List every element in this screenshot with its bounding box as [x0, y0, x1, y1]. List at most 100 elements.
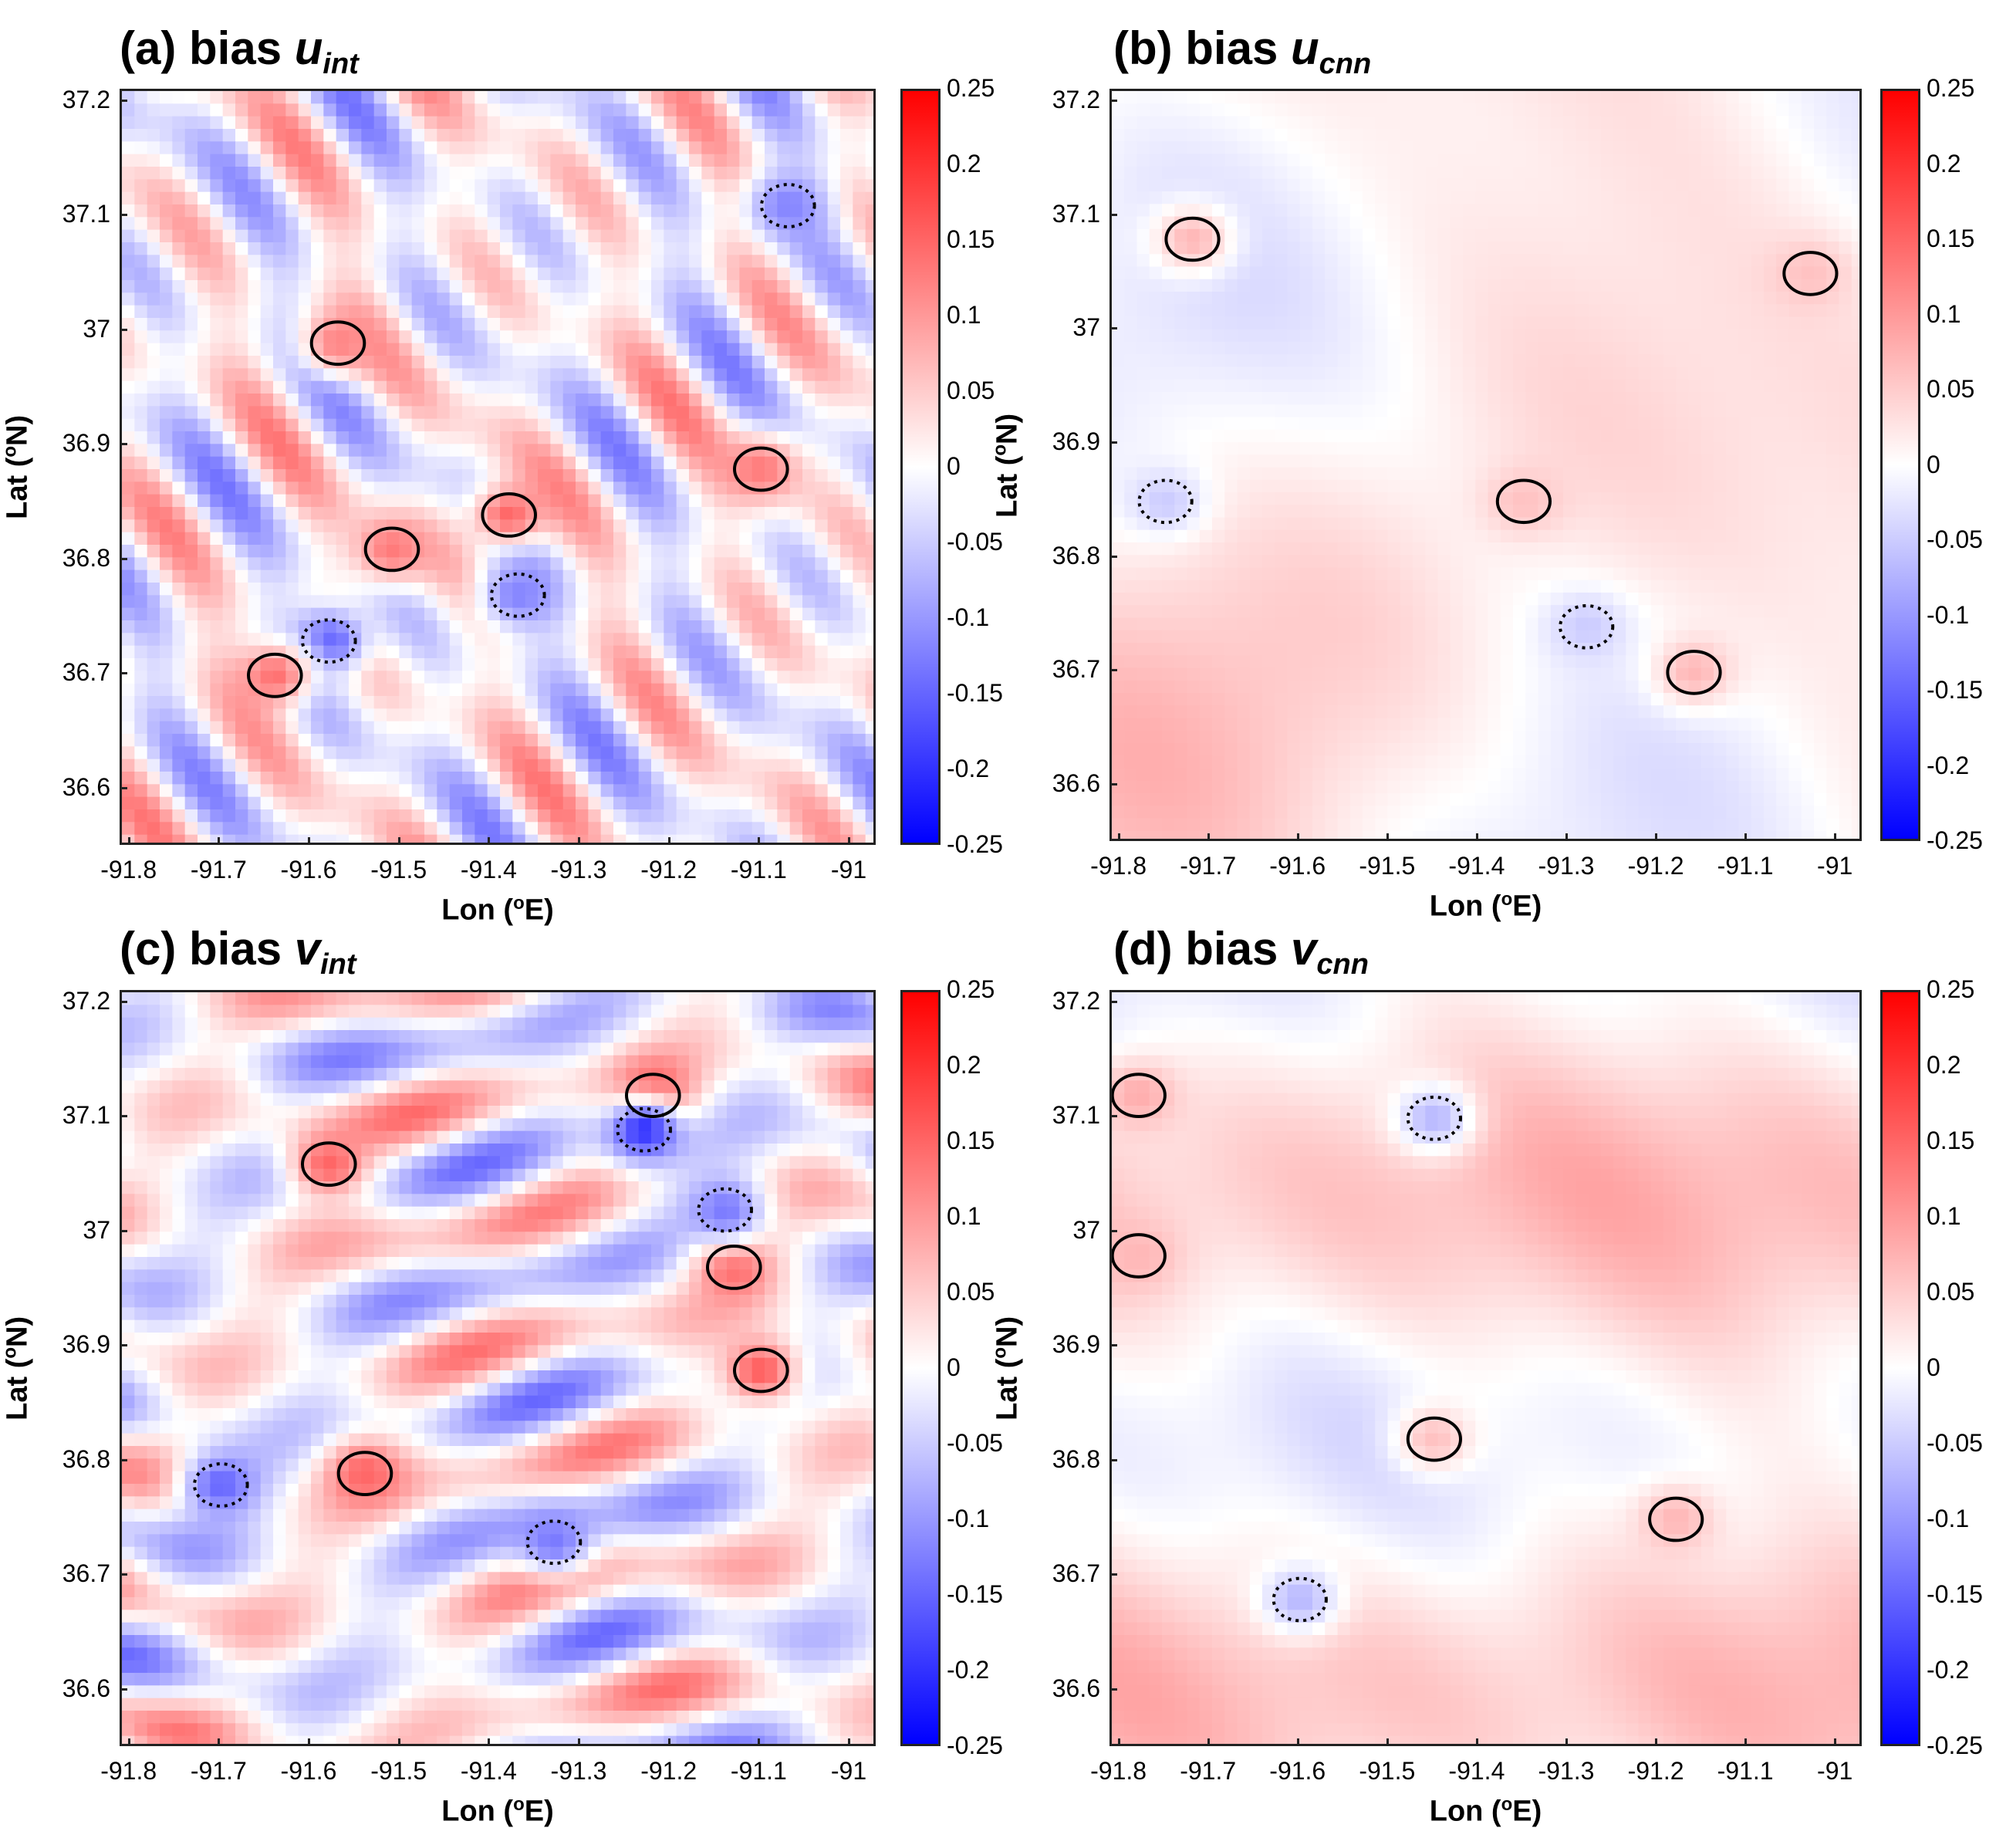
heatmap-cell — [865, 645, 873, 659]
heatmap-cell — [538, 356, 551, 369]
heatmap-cell — [815, 91, 829, 104]
heatmap-cell — [210, 191, 224, 205]
heatmap-cell — [1600, 204, 1614, 218]
heatmap-cell — [235, 734, 248, 747]
heatmap-cell — [1299, 316, 1313, 330]
heatmap-cell — [487, 734, 501, 747]
heatmap-cell — [550, 633, 564, 647]
heatmap-cell — [853, 394, 866, 407]
x-tick-label: -91.5 — [370, 856, 427, 883]
y-tick-label: 37 — [83, 314, 110, 343]
heatmap-cell — [714, 507, 728, 520]
heatmap-cell — [273, 721, 286, 735]
heatmap-cell — [1600, 254, 1614, 268]
heatmap-cell — [815, 292, 829, 306]
heatmap-cell — [525, 583, 539, 596]
heatmap-cell — [789, 772, 803, 785]
heatmap-cell — [399, 292, 413, 306]
heatmap-cell — [840, 822, 853, 836]
heatmap-cell — [475, 343, 488, 356]
heatmap-cell — [1488, 154, 1501, 167]
heatmap-cell — [437, 583, 451, 596]
heatmap-cell — [285, 545, 299, 558]
heatmap-cell — [853, 557, 866, 571]
heatmap-cell — [562, 431, 576, 444]
heatmap-cell — [487, 204, 501, 218]
heatmap-cell — [562, 607, 576, 621]
heatmap-cell — [1525, 228, 1539, 242]
heatmap-cell — [361, 683, 375, 697]
heatmap-cell — [751, 444, 765, 458]
heatmap-cell — [411, 633, 425, 647]
heatmap-cell — [1851, 354, 1859, 368]
heatmap-cell — [1124, 191, 1138, 204]
heatmap-cell — [853, 481, 866, 495]
heatmap-cell — [865, 280, 873, 293]
heatmap-cell — [222, 696, 236, 709]
heatmap-cell — [789, 822, 803, 836]
heatmap-cell — [1237, 128, 1251, 142]
heatmap-cell — [789, 343, 803, 356]
heatmap-cell — [298, 494, 312, 508]
heatmap-cell — [689, 380, 702, 394]
heatmap-cell — [638, 784, 652, 798]
heatmap-cell — [1262, 191, 1275, 204]
heatmap-cell — [399, 394, 413, 407]
heatmap-cell — [1287, 316, 1301, 330]
heatmap-cell — [411, 456, 425, 470]
heatmap-cell — [638, 557, 652, 571]
heatmap-cell — [361, 280, 375, 293]
heatmap-cell — [525, 280, 539, 293]
heatmap-cell — [500, 721, 513, 735]
heatmap-cell — [727, 217, 740, 231]
heatmap-cell — [1650, 316, 1664, 330]
heatmap-cell — [638, 394, 652, 407]
heatmap-cell — [1136, 216, 1150, 230]
heatmap-cell — [853, 191, 866, 205]
heatmap-cell — [1525, 204, 1539, 218]
heatmap-cell — [865, 444, 873, 458]
heatmap-cell — [437, 343, 451, 356]
heatmap-cell — [600, 822, 614, 836]
heatmap-cell — [349, 267, 362, 281]
heatmap-cell — [1814, 254, 1827, 268]
heatmap-cell — [1563, 166, 1576, 180]
heatmap-cell — [411, 91, 425, 104]
heatmap-cell — [462, 796, 475, 810]
heatmap-cell — [122, 633, 135, 647]
heatmap-cell — [651, 204, 664, 218]
heatmap-cell — [626, 116, 640, 130]
heatmap-cell — [387, 620, 400, 633]
heatmap-cell — [1124, 329, 1138, 343]
heatmap-cell — [462, 217, 475, 231]
heatmap-cell — [260, 179, 274, 193]
heatmap-cell — [1663, 329, 1677, 343]
heatmap-cell — [550, 809, 564, 823]
heatmap-cell — [1851, 166, 1859, 180]
heatmap-cell — [1613, 266, 1626, 280]
heatmap-cell — [664, 721, 677, 735]
heatmap-cell — [777, 141, 791, 155]
heatmap-cell — [1275, 91, 1288, 104]
heatmap-cell — [184, 696, 198, 709]
heatmap-cell — [1839, 304, 1852, 318]
heatmap-cell — [701, 305, 715, 319]
heatmap-cell — [160, 179, 173, 193]
heatmap-cell — [210, 305, 224, 319]
heatmap-cell — [411, 116, 425, 130]
heatmap-cell — [1513, 178, 1526, 192]
heatmap-cell — [588, 444, 602, 458]
heatmap-cell — [1237, 292, 1251, 305]
heatmap-cell — [550, 368, 564, 382]
heatmap-cell — [449, 380, 463, 394]
heatmap-cell — [1613, 342, 1626, 355]
heatmap-cell — [160, 645, 173, 659]
heatmap-cell — [789, 696, 803, 709]
heatmap-cell — [198, 280, 211, 293]
heatmap-cell — [815, 683, 829, 697]
heatmap-cell — [588, 796, 602, 810]
heatmap-cell — [865, 242, 873, 255]
heatmap-cell — [449, 633, 463, 647]
heatmap-cell — [437, 129, 451, 142]
heatmap-cell — [500, 431, 513, 444]
